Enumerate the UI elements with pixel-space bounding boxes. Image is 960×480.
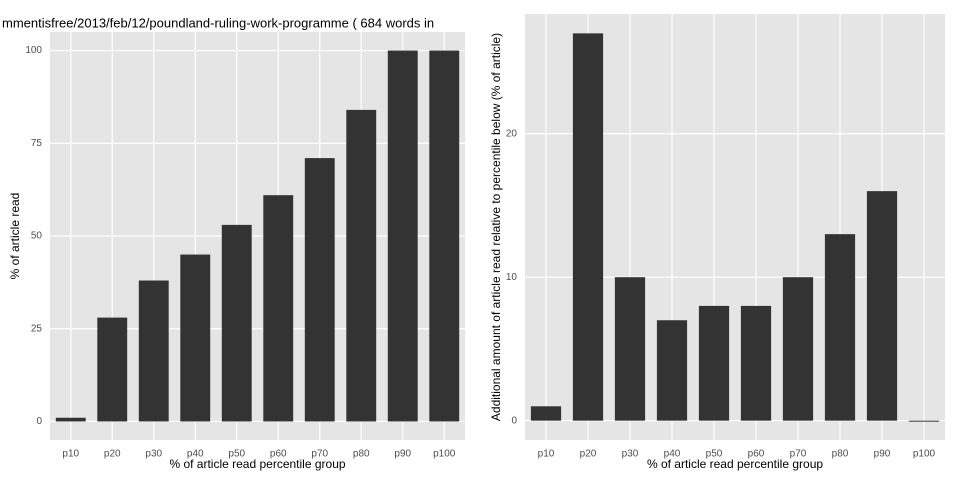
bar <box>572 33 604 421</box>
x-tick-label: p10 <box>538 449 555 460</box>
bar <box>866 191 898 421</box>
y-tick-label: 25 <box>31 323 43 334</box>
bar <box>530 406 562 421</box>
bar <box>824 234 856 421</box>
y-tick-label: 75 <box>31 138 43 149</box>
bar <box>656 320 688 421</box>
x-tick-label: p30 <box>145 449 162 460</box>
x-tick-label: p20 <box>104 449 121 460</box>
x-tick-label: p10 <box>62 449 79 460</box>
y-tick-label: 0 <box>511 415 517 426</box>
bar <box>698 305 730 421</box>
bar <box>908 420 940 422</box>
x-tick-label: p60 <box>748 449 765 460</box>
y-tick-label: 50 <box>31 231 43 242</box>
bar <box>180 254 211 422</box>
bar <box>221 224 252 422</box>
bar <box>138 280 169 422</box>
x-tick-label: p60 <box>270 449 287 460</box>
x-tick-label: p50 <box>706 449 723 460</box>
bar <box>263 195 294 422</box>
bar <box>346 109 377 422</box>
bar <box>304 158 335 422</box>
x-tick-label: p20 <box>580 449 597 460</box>
bar <box>387 50 418 422</box>
y-axis-title: Additional amount of article read relati… <box>489 33 503 421</box>
x-tick-label: p50 <box>228 449 245 460</box>
x-axis-title: % of article read percentile group <box>647 457 823 471</box>
x-tick-label: p40 <box>187 449 204 460</box>
x-tick-label: p90 <box>874 449 891 460</box>
bar <box>782 277 814 421</box>
bar <box>740 305 772 421</box>
bar <box>429 50 460 422</box>
x-tick-label: p80 <box>353 449 370 460</box>
x-tick-label: p80 <box>832 449 849 460</box>
bar <box>55 417 86 422</box>
y-axis-title: % of article read <box>8 193 22 280</box>
x-tick-label: p90 <box>394 449 411 460</box>
x-axis-title: % of article read percentile group <box>169 457 345 471</box>
x-tick-label: p30 <box>622 449 639 460</box>
bar <box>614 277 646 421</box>
y-tick-label: 100 <box>25 45 42 56</box>
y-tick-label: 10 <box>506 272 518 283</box>
x-tick-label: p100 <box>913 449 936 460</box>
y-tick-label: 20 <box>506 128 518 139</box>
bar <box>97 317 128 422</box>
x-tick-label: p70 <box>311 449 328 460</box>
chart-title: mmentisfree/2013/feb/12/poundland-ruling… <box>2 15 434 30</box>
y-tick-label: 0 <box>36 416 42 427</box>
x-tick-label: p40 <box>664 449 681 460</box>
x-tick-label: p70 <box>790 449 807 460</box>
x-tick-label: p100 <box>433 449 456 460</box>
